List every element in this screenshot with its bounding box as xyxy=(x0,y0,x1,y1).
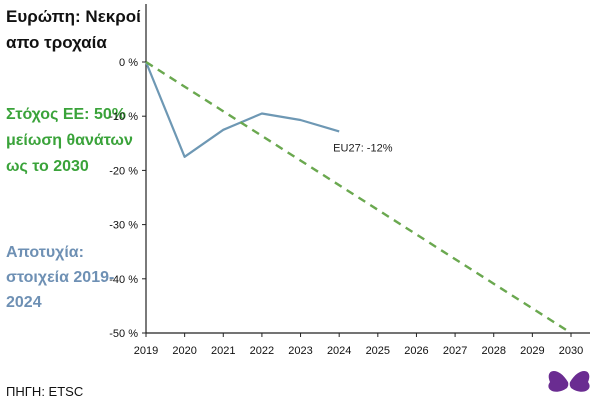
y-tick-label: -30 % xyxy=(109,220,138,232)
source-note: ΠΗΓΗ: ETSC xyxy=(6,384,84,399)
x-tick-label: 2027 xyxy=(443,345,467,357)
x-tick-label: 2030 xyxy=(559,345,583,357)
eu-target-note: Στόχος ΕΕ: 50% μείωση θανάτων ως το 2030 xyxy=(6,106,133,175)
target-trend-line xyxy=(145,60,572,335)
chart-title: Ευρώπη: Νεκροί απο τροχαία xyxy=(6,7,141,52)
y-tick-label: 0 % xyxy=(119,57,138,69)
chart-series xyxy=(144,60,572,335)
butterfly-icon xyxy=(548,371,590,392)
y-tick-label: -40 % xyxy=(109,274,138,286)
chart-axes xyxy=(145,4,590,334)
y-tick-label: -10 % xyxy=(109,111,138,123)
chart-annotations: EU27: -12% xyxy=(333,142,393,154)
x-tick-label: 2024 xyxy=(327,345,351,357)
x-axis-ticks: 2019 2020 2021 2022 2023 2024 2025 2026 2027 2028… xyxy=(134,333,583,357)
x-tick-label: 2020 xyxy=(172,345,196,357)
failure-note: Αποτυχία: στοιχεία 2019-2024 xyxy=(6,244,115,311)
y-axis-ticks: 0 % -10 % -20 % -30 % -40 % -50 % xyxy=(109,57,146,340)
x-tick-label: 2023 xyxy=(288,345,312,357)
y-tick-label: -50 % xyxy=(109,328,138,340)
x-tick-label: 2026 xyxy=(404,345,428,357)
x-tick-label: 2028 xyxy=(481,345,505,357)
x-tick-label: 2019 xyxy=(134,345,158,357)
x-tick-label: 2029 xyxy=(520,345,544,357)
sos-logo xyxy=(540,362,598,412)
x-tick-label: 2021 xyxy=(211,345,235,357)
eu27-annotation: EU27: -12% xyxy=(333,142,393,154)
actual-deaths-line xyxy=(144,61,340,158)
x-tick-label: 2022 xyxy=(250,345,274,357)
x-tick-label: 2025 xyxy=(366,345,390,357)
y-tick-label: -20 % xyxy=(109,165,138,177)
